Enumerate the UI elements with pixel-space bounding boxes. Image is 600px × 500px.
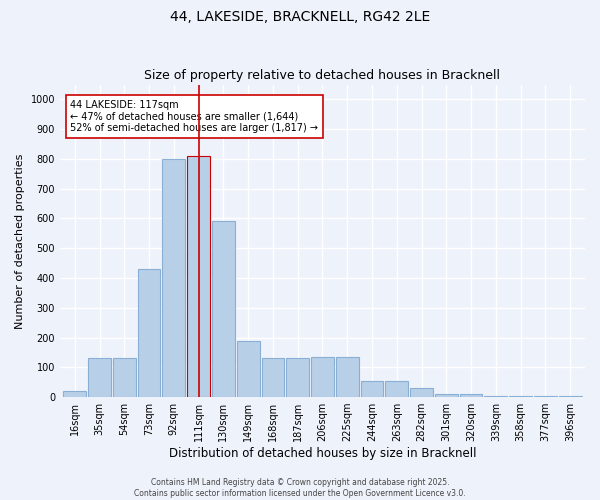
Bar: [534, 396, 557, 397]
Bar: [336, 357, 359, 397]
Bar: [113, 358, 136, 397]
X-axis label: Distribution of detached houses by size in Bracknell: Distribution of detached houses by size …: [169, 447, 476, 460]
Bar: [484, 396, 507, 397]
Bar: [212, 222, 235, 397]
Bar: [237, 340, 260, 397]
Bar: [286, 358, 309, 397]
Bar: [64, 391, 86, 397]
Text: Contains HM Land Registry data © Crown copyright and database right 2025.
Contai: Contains HM Land Registry data © Crown c…: [134, 478, 466, 498]
Bar: [509, 396, 532, 397]
Y-axis label: Number of detached properties: Number of detached properties: [15, 153, 25, 328]
Bar: [163, 159, 185, 397]
Bar: [262, 358, 284, 397]
Text: 44, LAKESIDE, BRACKNELL, RG42 2LE: 44, LAKESIDE, BRACKNELL, RG42 2LE: [170, 10, 430, 24]
Bar: [559, 396, 581, 397]
Bar: [311, 357, 334, 397]
Bar: [361, 380, 383, 397]
Bar: [410, 388, 433, 397]
Title: Size of property relative to detached houses in Bracknell: Size of property relative to detached ho…: [145, 69, 500, 82]
Bar: [435, 394, 458, 397]
Bar: [137, 269, 160, 397]
Bar: [187, 156, 210, 397]
Bar: [460, 394, 482, 397]
Bar: [385, 380, 408, 397]
Text: 44 LAKESIDE: 117sqm
← 47% of detached houses are smaller (1,644)
52% of semi-det: 44 LAKESIDE: 117sqm ← 47% of detached ho…: [70, 100, 319, 134]
Bar: [88, 358, 111, 397]
